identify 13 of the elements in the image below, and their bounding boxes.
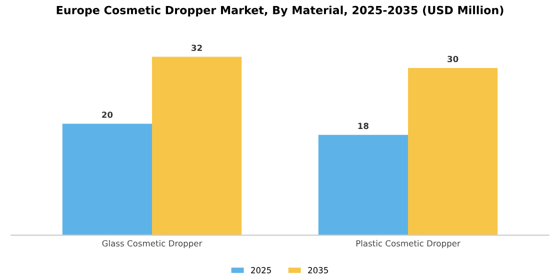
bar bbox=[318, 134, 408, 236]
data-label: 20 bbox=[102, 112, 113, 118]
x-tick-label: Plastic Cosmetic Dropper bbox=[356, 240, 460, 248]
bar bbox=[152, 56, 242, 236]
legend-label: 2035 bbox=[308, 267, 328, 274]
data-label: 32 bbox=[192, 44, 202, 52]
legend-label: 2025 bbox=[251, 267, 271, 274]
x-tick-label: Glass Cosmetic Dropper bbox=[102, 240, 202, 248]
bar bbox=[408, 68, 498, 236]
data-label: 18 bbox=[358, 122, 368, 130]
bar bbox=[62, 124, 152, 236]
chart-title: Europe Cosmetic Dropper Market, By Material, 2025-2035 (USD Million) bbox=[56, 6, 504, 17]
data-label: 30 bbox=[448, 56, 458, 62]
